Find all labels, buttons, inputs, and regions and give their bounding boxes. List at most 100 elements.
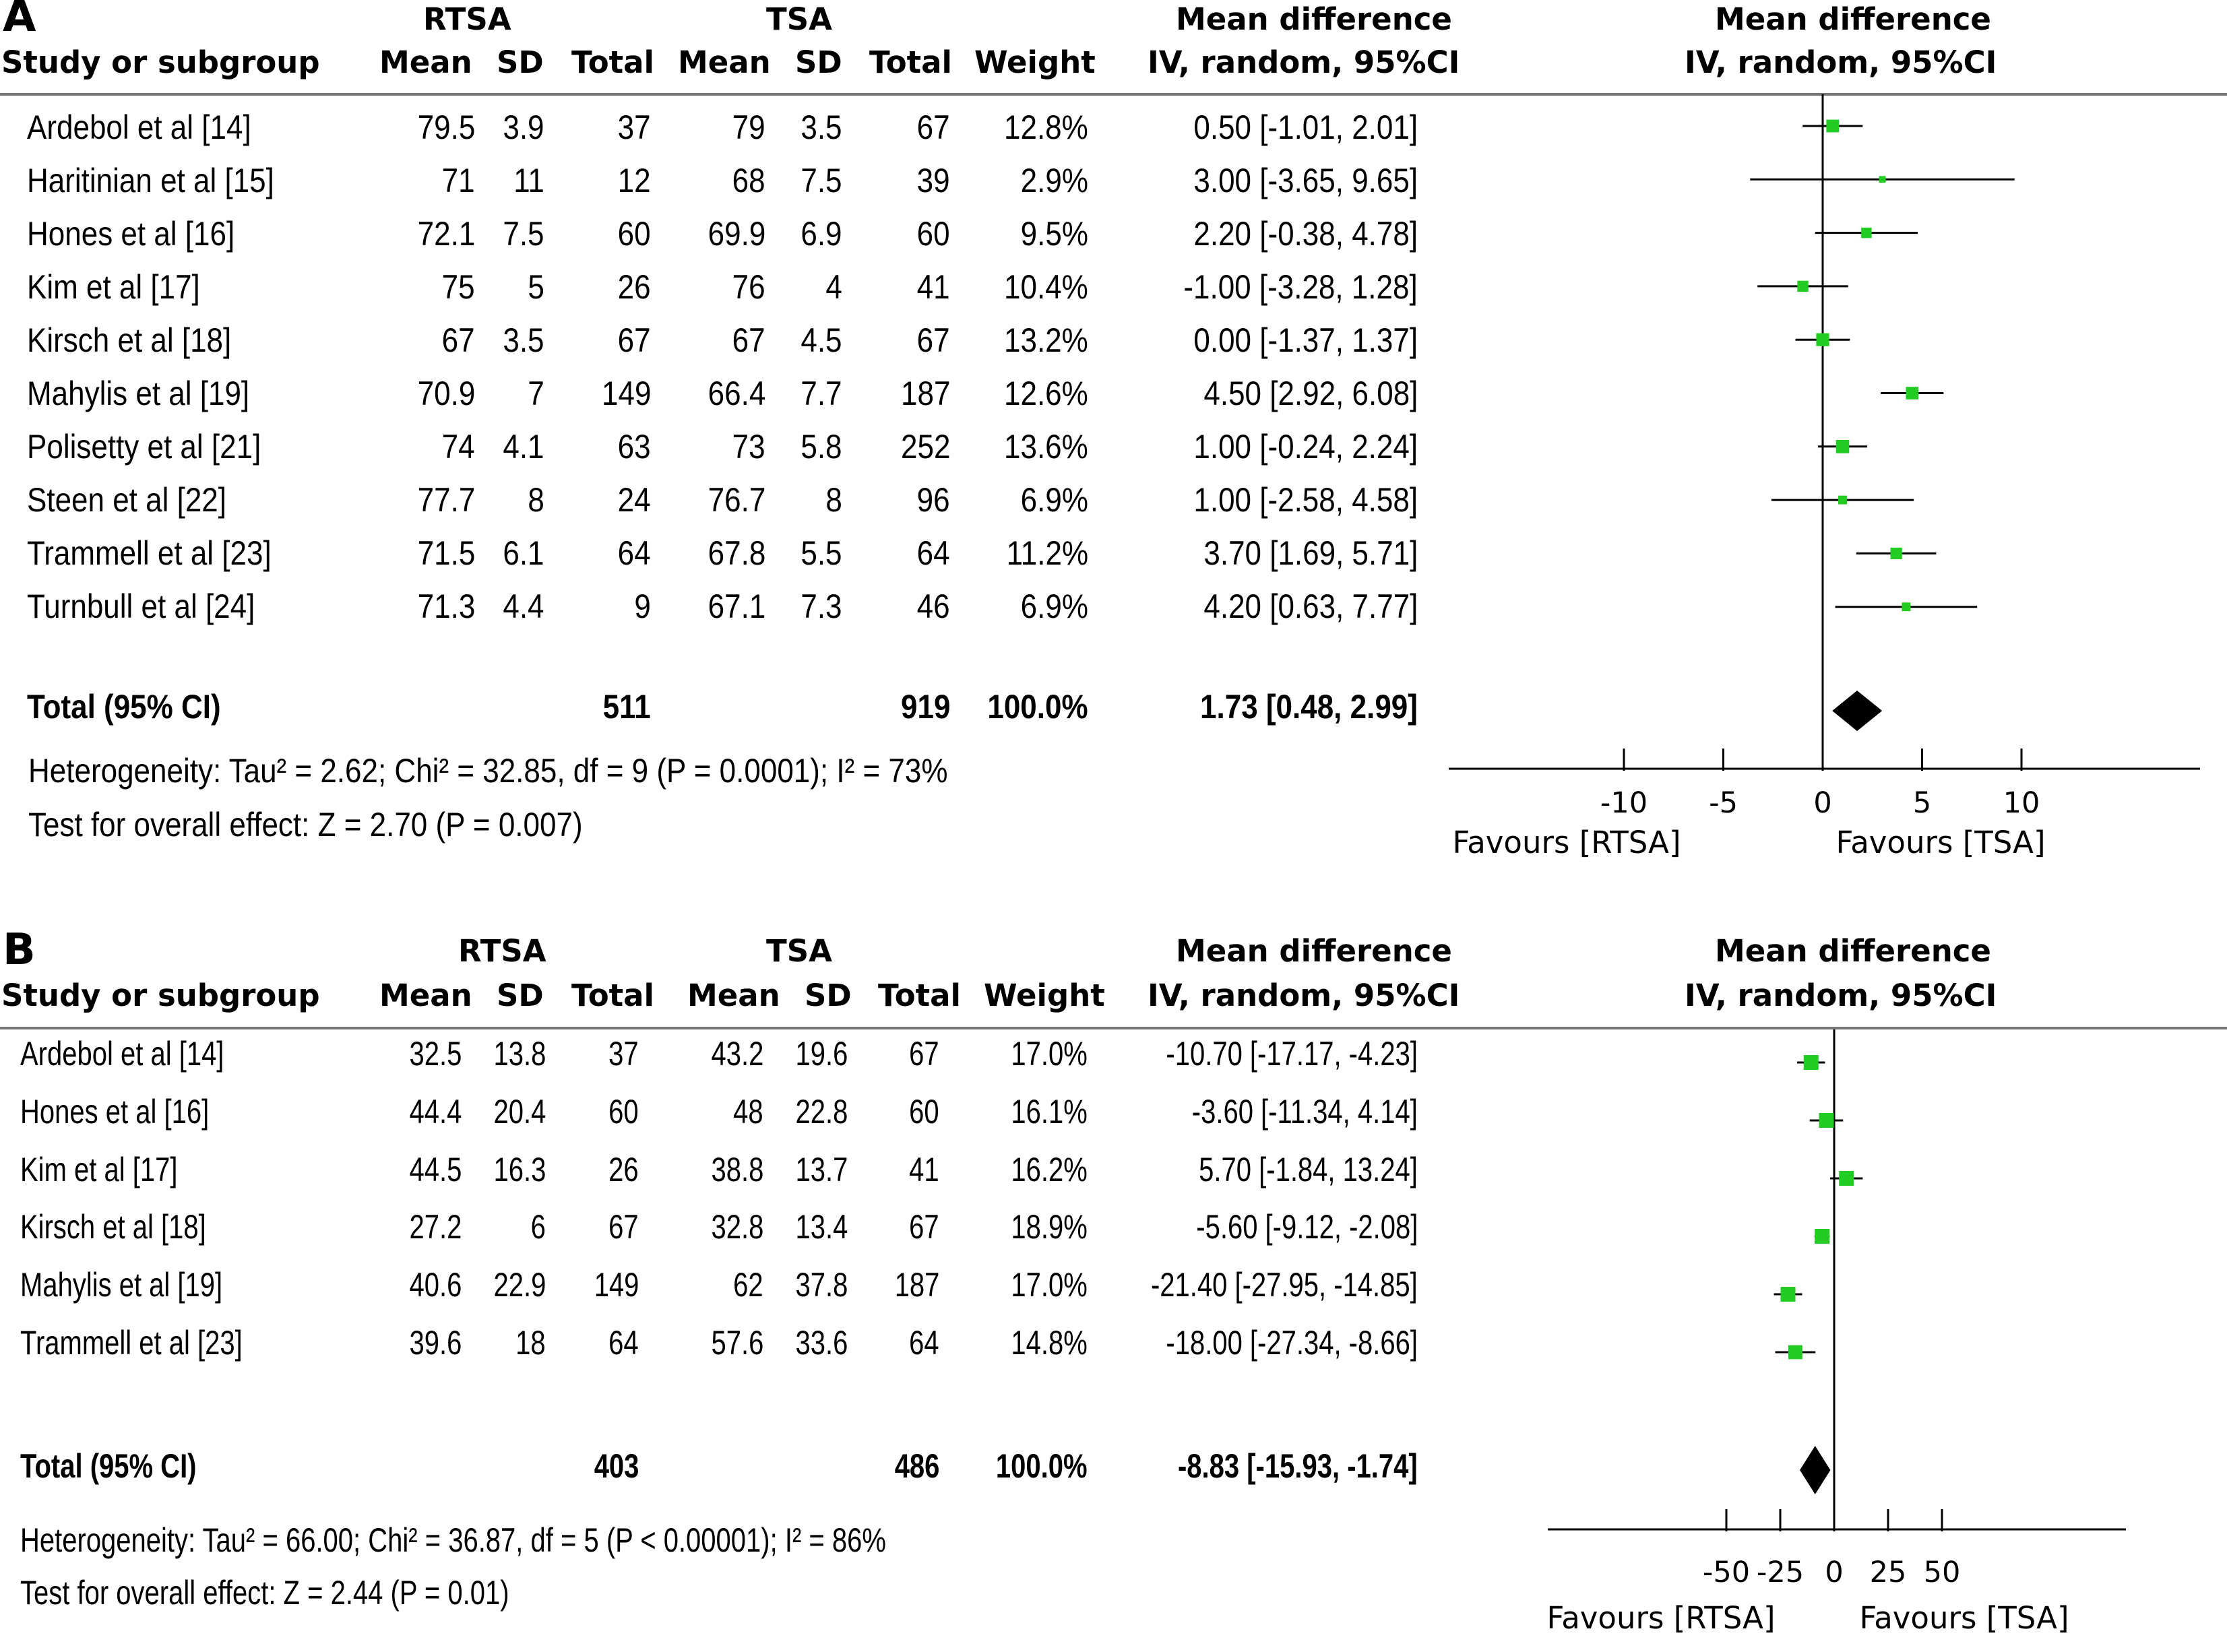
study-point-estimate — [1788, 1345, 1802, 1360]
total-weight: 100.0% — [996, 1447, 1088, 1485]
study-point-estimate — [1839, 1171, 1854, 1186]
total-rtsa: 403 — [594, 1447, 639, 1485]
study-weight: 10.4% — [1004, 268, 1088, 306]
study-name: Hones et al [16] — [20, 1092, 210, 1131]
study-name: Mahylis et al [19] — [27, 375, 250, 412]
plot-title-header: Mean difference — [1715, 1, 1991, 37]
study-point-estimate — [1826, 119, 1840, 133]
study-ci: 4.50 [2.92, 6.08] — [1203, 375, 1418, 412]
study-ci: -1.00 [-3.28, 1.28] — [1183, 268, 1418, 306]
study-point-estimate — [1803, 1055, 1819, 1070]
rtsa-sd: 11 — [513, 162, 544, 199]
study-weight: 6.9% — [1020, 587, 1088, 625]
study-name: Ardebol et al [14] — [27, 108, 251, 146]
group1-header: RTSA — [458, 933, 546, 969]
rtsa-sd: 4.1 — [503, 428, 544, 466]
tsa-mean: 67.8 — [708, 534, 765, 572]
rtsa-mean: 70.9 — [417, 375, 475, 412]
mean2-column-header: Mean — [687, 978, 780, 1013]
study-point-estimate — [1819, 1113, 1834, 1128]
total-rtsa: 511 — [603, 688, 651, 726]
heterogeneity-text: Heterogeneity: Tau² = 66.00; Chi² = 36.8… — [20, 1521, 886, 1559]
total-ci: 1.73 [0.48, 2.99] — [1200, 688, 1418, 726]
plot-method-header: IV, random, 95%CI — [1685, 978, 1997, 1013]
study-name: Kirsch et al [18] — [20, 1208, 206, 1246]
rtsa-sd: 18 — [515, 1324, 546, 1362]
rtsa-mean: 39.6 — [409, 1324, 462, 1362]
group2-header: TSA — [766, 933, 832, 969]
rtsa-mean: 27.2 — [409, 1208, 462, 1246]
total2-column-header: Total — [878, 978, 961, 1013]
study-ci: -5.60 [-9.12, -2.08] — [1195, 1208, 1418, 1246]
x-tick-label: -25 — [1757, 1556, 1804, 1589]
total-weight: 100.0% — [987, 688, 1088, 726]
overall-effect-text: Test for overall effect: Z = 2.70 (P = 0… — [28, 806, 583, 844]
forest-plot-area: -10 -5 0 5 10 Favours [RTSA] Favours [TSA] — [1449, 94, 2200, 860]
study-name: Haritinian et al [15] — [27, 162, 274, 199]
tsa-mean: 67 — [732, 321, 765, 359]
total-ci: -8.83 [-15.93, -1.74] — [1178, 1447, 1418, 1485]
favours-right-label: Favours [TSA] — [1836, 825, 2045, 860]
group1-header: RTSA — [423, 1, 511, 37]
tsa-mean: 69.9 — [708, 215, 765, 253]
tsa-total: 96 — [917, 481, 950, 519]
rtsa-total: 24 — [618, 481, 651, 519]
study-ci: 5.70 [-1.84, 13.24] — [1199, 1150, 1418, 1188]
study-ci: -18.00 [-27.34, -8.66] — [1166, 1324, 1418, 1362]
favours-left-label: Favours [RTSA] — [1452, 825, 1681, 860]
effect-title-header: Mean difference — [1176, 1, 1452, 37]
rtsa-sd: 13.8 — [493, 1035, 546, 1073]
rtsa-sd: 3.5 — [503, 321, 544, 359]
forest-plot-b: B RTSA TSA Mean difference Mean differen… — [0, 925, 2227, 1652]
rtsa-total: 12 — [618, 162, 651, 199]
rtsa-total: 67 — [608, 1208, 639, 1246]
study-ci: 4.20 [0.63, 7.77] — [1203, 587, 1418, 625]
ci-column-header: IV, random, 95%CI — [1148, 44, 1460, 80]
rtsa-total: 63 — [618, 428, 651, 466]
rtsa-mean: 40.6 — [409, 1266, 462, 1304]
heterogeneity-text: Heterogeneity: Tau² = 2.62; Chi² = 32.85… — [28, 752, 948, 790]
study-weight: 16.2% — [1011, 1150, 1088, 1188]
study-weight: 13.2% — [1004, 321, 1088, 359]
rtsa-mean: 75 — [442, 268, 475, 306]
rtsa-sd: 8 — [528, 481, 544, 519]
tsa-mean: 62 — [733, 1266, 764, 1304]
tsa-sd: 6.9 — [801, 215, 842, 253]
tsa-total: 67 — [909, 1208, 940, 1246]
study-weight: 13.6% — [1004, 428, 1088, 466]
x-tick-label: 0 — [1813, 786, 1831, 820]
total-label: Total (95% CI) — [20, 1447, 197, 1485]
tsa-total: 67 — [917, 321, 950, 359]
rtsa-total: 60 — [608, 1092, 639, 1131]
study-name: Kim et al [17] — [27, 268, 200, 306]
tsa-total: 60 — [917, 215, 950, 253]
tsa-total: 46 — [917, 587, 950, 625]
total-label: Total (95% CI) — [27, 688, 221, 726]
study-ci: 1.00 [-0.24, 2.24] — [1193, 428, 1418, 466]
tsa-total: 187 — [900, 375, 950, 412]
rtsa-mean: 71.3 — [417, 587, 475, 625]
tsa-total: 41 — [917, 268, 950, 306]
tsa-sd: 7.3 — [801, 587, 842, 625]
favours-right-label: Favours [TSA] — [1859, 1600, 2069, 1636]
rtsa-mean: 71.5 — [417, 534, 475, 572]
mean1-column-header: Mean — [379, 978, 472, 1013]
rtsa-mean: 44.4 — [409, 1092, 462, 1131]
x-tick-label: 10 — [2003, 786, 2040, 820]
rtsa-total: 64 — [608, 1324, 639, 1362]
tsa-sd: 3.5 — [801, 108, 842, 146]
x-tick-label: 50 — [1924, 1556, 1961, 1589]
plot-method-header: IV, random, 95%CI — [1685, 44, 1997, 80]
study-weight: 2.9% — [1020, 162, 1088, 199]
sd1-column-header: SD — [497, 44, 544, 80]
mean2-column-header: Mean — [678, 44, 771, 80]
group2-header: TSA — [766, 1, 832, 37]
study-ci: 3.70 [1.69, 5.71] — [1203, 534, 1418, 572]
rtsa-total: 67 — [618, 321, 651, 359]
study-name: Steen et al [22] — [27, 481, 226, 519]
study-ci: 2.20 [-0.38, 4.78] — [1193, 215, 1418, 253]
total1-column-header: Total — [571, 44, 654, 80]
rtsa-sd: 3.9 — [503, 108, 544, 146]
tsa-mean: 48 — [733, 1092, 764, 1131]
tsa-sd: 5.8 — [801, 428, 842, 466]
